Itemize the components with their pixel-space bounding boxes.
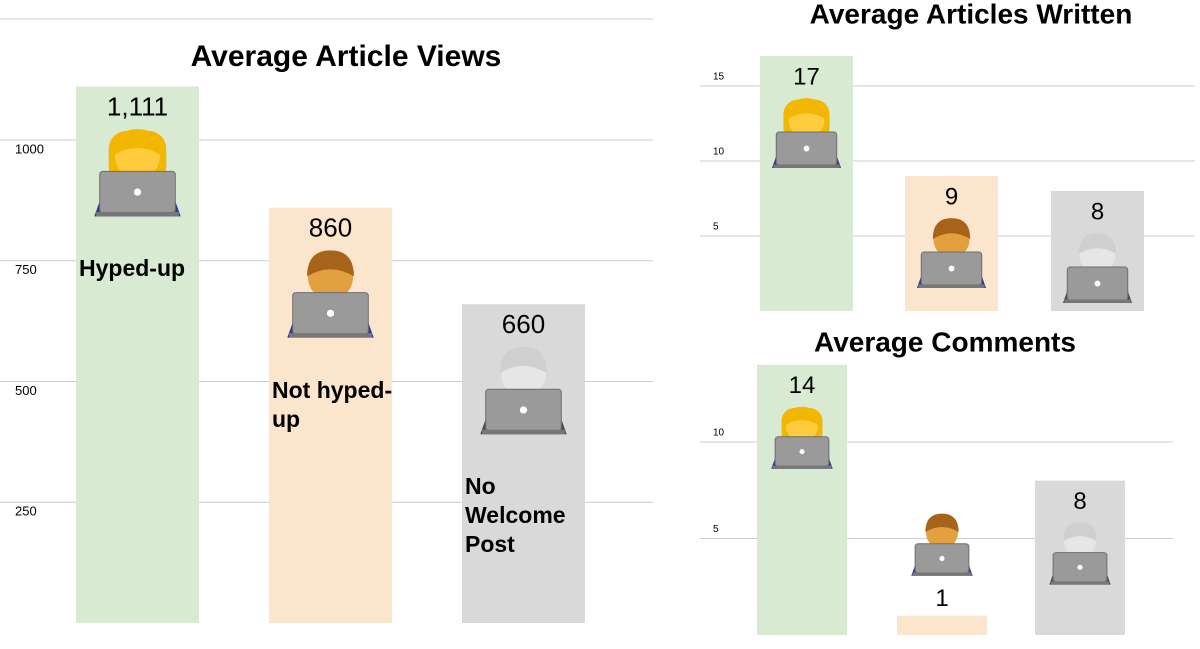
emoji-hair-top — [925, 513, 959, 533]
emoji-icon — [911, 513, 973, 576]
emoji-apple — [133, 188, 142, 196]
y-tick-label: 5 — [713, 524, 719, 535]
emoji-laptop-base — [1050, 581, 1110, 585]
emoji-hair-top — [785, 406, 819, 426]
emoji-laptop-base — [773, 164, 840, 168]
emoji-laptop-base — [912, 572, 972, 576]
emoji-laptop-base — [289, 333, 372, 338]
emoji-laptop-base — [1064, 299, 1131, 303]
category-label: Hyped-up — [79, 255, 186, 282]
category-label: Not hyped-up — [272, 376, 393, 432]
chart-title: Average Articles Written — [810, 0, 1133, 29]
value-label: 8 — [1091, 198, 1104, 225]
y-tick-label: 5 — [713, 222, 719, 233]
emoji-hair-top — [1063, 522, 1097, 542]
emoji-hair-top — [932, 218, 971, 240]
emoji-icon — [771, 406, 833, 469]
emoji-apple — [948, 265, 955, 272]
value-label: 660 — [502, 309, 545, 339]
y-tick-label: 250 — [15, 504, 37, 519]
y-tick-label: 1000 — [15, 141, 44, 156]
value-label: 14 — [789, 372, 816, 399]
value-label: 8 — [1073, 488, 1086, 515]
emoji-icon — [1049, 522, 1111, 585]
bar — [760, 56, 853, 311]
y-tick-label: 15 — [713, 72, 725, 83]
y-tick-label: 500 — [15, 383, 37, 398]
emoji-apple — [803, 145, 810, 152]
emoji-hair-top — [307, 250, 354, 277]
value-label: 860 — [309, 212, 352, 242]
y-tick-label: 10 — [713, 428, 725, 439]
emoji-icon — [480, 346, 567, 435]
y-tick-label: 750 — [15, 262, 37, 277]
emoji-apple — [1094, 280, 1101, 287]
emoji-icon — [287, 250, 374, 338]
category-label: No Welcome Post — [465, 473, 566, 558]
value-label: 1 — [935, 585, 948, 612]
emoji-laptop-base — [482, 429, 565, 435]
emoji-apple — [1077, 564, 1083, 570]
bar — [757, 364, 847, 635]
emoji-apple — [799, 448, 805, 455]
emoji-apple — [519, 406, 528, 414]
bar — [897, 615, 987, 635]
y-tick-label: 10 — [713, 147, 725, 158]
chart-title: Average Comments — [814, 326, 1076, 357]
emoji-apple — [326, 309, 335, 317]
emoji-laptop-base — [96, 211, 179, 217]
emoji-hair-top — [114, 129, 161, 156]
emoji-hair-top — [787, 98, 826, 120]
emoji-icon — [916, 218, 987, 288]
emoji-laptop-base — [772, 465, 832, 469]
emoji-icon — [771, 98, 842, 168]
emoji-icon — [1062, 233, 1133, 303]
emoji-hair-top — [1078, 233, 1117, 255]
value-label: 17 — [793, 63, 820, 90]
emoji-laptop-base — [918, 284, 985, 288]
emoji-hair-top — [500, 346, 547, 374]
emoji-apple — [939, 555, 945, 561]
emoji-icon — [94, 129, 181, 217]
value-label: 1,111 — [107, 91, 168, 121]
chart-title: Average Article Views — [191, 40, 502, 73]
value-label: 9 — [945, 183, 958, 210]
